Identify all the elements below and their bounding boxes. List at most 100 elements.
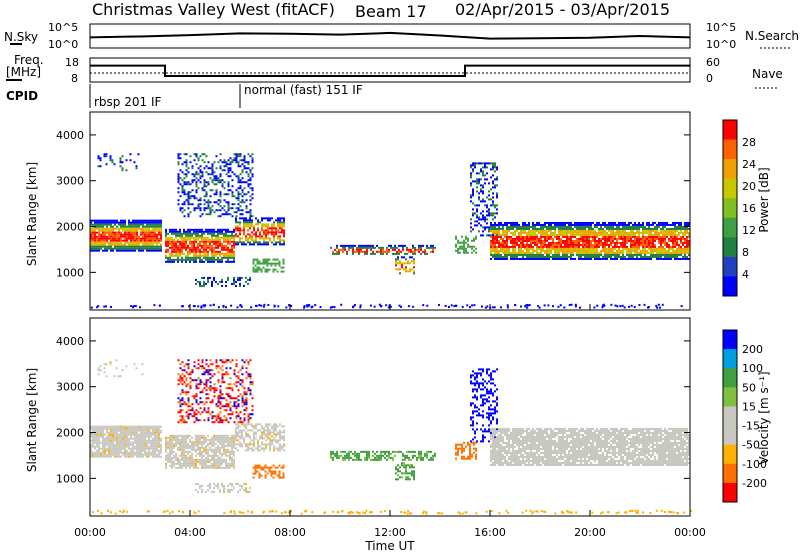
- cell-174: [114, 432, 116, 434]
- cell-929: [223, 245, 225, 247]
- cell-236: [122, 434, 124, 436]
- cell-3496: [648, 232, 650, 234]
- cell-1618: [279, 217, 281, 219]
- cell-121: [106, 448, 108, 450]
- cell-3088: [596, 258, 598, 260]
- cell-1574: [267, 237, 269, 239]
- cell-2779: [560, 256, 562, 258]
- cell-2057: [476, 204, 478, 206]
- cell-172: [114, 428, 116, 430]
- cell-2243: [494, 240, 496, 242]
- cell-156: [112, 426, 114, 428]
- cell-2519: [528, 256, 530, 258]
- cell-1296: [232, 159, 234, 161]
- cell-3853: [134, 161, 136, 163]
- cell-515: [160, 222, 162, 224]
- cell-1152: [204, 195, 206, 197]
- cell-2972: [584, 232, 586, 234]
- cell-2676: [548, 244, 550, 246]
- cell-656: [183, 243, 185, 245]
- cell-3675: [670, 246, 672, 248]
- cell-3151: [606, 224, 608, 226]
- cell-265: [126, 432, 128, 434]
- cell-2791: [562, 246, 564, 248]
- cell-539: [165, 251, 167, 253]
- cell-1259: [224, 205, 226, 207]
- cell-2682: [548, 256, 550, 258]
- cell-376: [140, 452, 142, 454]
- cell-1001: [233, 257, 235, 259]
- cell-1167: [206, 213, 208, 215]
- cell-1817: [362, 247, 364, 249]
- cell-364: [140, 428, 142, 430]
- cell-339: [136, 226, 138, 228]
- cell-743: [197, 453, 199, 455]
- cell-3807: [686, 256, 688, 258]
- cell-3470: [644, 248, 646, 250]
- cell-2328: [504, 254, 506, 256]
- cell-2923: [578, 242, 580, 244]
- cell-1641: [283, 221, 285, 223]
- cell-2585: [536, 258, 538, 260]
- cell-442: [150, 436, 152, 438]
- cell-3776: [684, 224, 686, 226]
- cell-1745: [271, 263, 273, 265]
- cell-597: [175, 457, 177, 459]
- cell-851: [211, 253, 213, 255]
- cell-171: [114, 426, 116, 428]
- cell-165: [112, 226, 114, 228]
- cell-2795: [562, 254, 564, 256]
- cell-1651: [195, 279, 197, 281]
- cell-1605: [275, 233, 277, 235]
- cell-1815: [360, 251, 362, 253]
- cell-610: [177, 235, 179, 237]
- cell-825: [207, 257, 209, 259]
- cell-801: [205, 231, 207, 233]
- cell-815: [207, 467, 209, 469]
- cell-2446: [520, 242, 522, 244]
- cell-308: [132, 228, 134, 230]
- cell-2665: [546, 256, 548, 258]
- cell-2686: [550, 226, 552, 228]
- cell-829: [211, 443, 213, 445]
- cell-120: [106, 444, 108, 446]
- cell-913: [221, 233, 223, 235]
- cell-1407: [250, 195, 252, 197]
- cell-391: [142, 450, 144, 452]
- cell-3593: [660, 240, 662, 242]
- cell-199: [116, 242, 118, 244]
- cell-2297: [500, 256, 502, 258]
- cell-3700: [674, 226, 676, 228]
- cell-202: [116, 248, 118, 250]
- cell-1526: [257, 229, 259, 231]
- cell-1645: [283, 231, 285, 233]
- cell-381: [142, 228, 144, 230]
- cell-3626: [664, 236, 666, 238]
- cell-119: [104, 250, 106, 252]
- cell-482: [154, 246, 156, 248]
- cell-2717: [554, 228, 556, 230]
- cell-817: [207, 237, 209, 239]
- cell-1476: [245, 239, 247, 241]
- cell-3682: [672, 224, 674, 226]
- cell-3839: [112, 161, 114, 163]
- cell-1205: [214, 183, 216, 185]
- cell-548: [167, 245, 169, 247]
- cell-318: [132, 248, 134, 250]
- cell-574: [171, 247, 173, 249]
- cell-563: [169, 257, 171, 259]
- cell-750: [197, 237, 199, 239]
- cell-1623: [279, 227, 281, 229]
- cell-3834: [106, 163, 108, 165]
- cell-3744: [678, 254, 680, 256]
- cell-588: [173, 247, 175, 249]
- cell-3996: [96, 306, 98, 308]
- cell-2034: [472, 190, 474, 192]
- cell-3572: [658, 226, 660, 228]
- cell-2798: [564, 222, 566, 224]
- cell-867: [213, 255, 215, 257]
- cell-569: [171, 237, 173, 239]
- cell-3125: [602, 238, 604, 240]
- cell-900: [221, 437, 223, 439]
- cell-2506: [528, 228, 530, 230]
